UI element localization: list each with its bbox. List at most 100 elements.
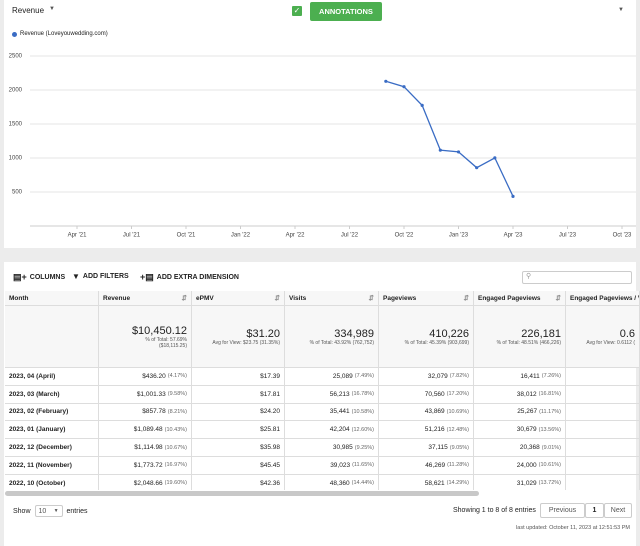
table-cell: 334,989% of Total: 43.92% (762,752) bbox=[285, 306, 379, 367]
columns-button[interactable]: ▤+ COLUMNS bbox=[13, 272, 66, 282]
cell-value: $857.78 bbox=[142, 408, 166, 416]
x-tick-label: Oct '21 bbox=[177, 233, 196, 239]
page-size-select[interactable]: 10 ▼ bbox=[34, 505, 63, 517]
dimension-button[interactable]: +▤ ADD EXTRA DIMENSION bbox=[140, 272, 239, 282]
column-header: Engaged Pageviews / V bbox=[570, 294, 640, 302]
annotations-button[interactable]: ANNOTATIONS bbox=[310, 2, 382, 21]
sort-icon: ⇵ bbox=[555, 295, 561, 302]
column-header: ePMV bbox=[196, 294, 214, 302]
table-row: 2023, 01 (January) $1,089.48 (10.43%) $25.8… bbox=[5, 421, 640, 440]
cell-value: 58,621 bbox=[424, 479, 445, 487]
cell-value: 24,000 bbox=[516, 461, 537, 469]
previous-button[interactable]: Previous bbox=[540, 503, 585, 518]
total-note: % of Total: 57.69% bbox=[145, 336, 187, 343]
point bbox=[438, 148, 442, 152]
table-row: 2023, 02 (February) $857.78 (8.21%) $24.20 3… bbox=[5, 403, 640, 422]
cell-percent: (11.17%) bbox=[539, 408, 561, 415]
filters-button[interactable]: ▼ ADD FILTERS bbox=[72, 272, 129, 281]
x-tick-label: Jan '23 bbox=[449, 233, 469, 239]
y-tick-label: 2000 bbox=[9, 88, 23, 94]
table-cell: Month bbox=[5, 291, 99, 305]
table-cell: 38,012 (16.81%) bbox=[474, 385, 566, 403]
cell-value: 32,079 bbox=[427, 372, 448, 380]
page-button[interactable]: 1 bbox=[585, 503, 604, 518]
table-cell: $857.78 (8.21%) bbox=[99, 403, 192, 421]
month-cell: 2022, 11 (November) bbox=[9, 461, 72, 469]
y-tick-label: 1500 bbox=[9, 122, 23, 128]
total-note: % of Total: 43.92% (762,752) bbox=[309, 339, 374, 346]
month-cell: 2023, 02 (February) bbox=[9, 408, 69, 416]
table-cell: 56,213 (16.78%) bbox=[285, 385, 379, 403]
cell-percent: (9.58%) bbox=[167, 391, 187, 398]
point bbox=[402, 85, 406, 89]
month-cell: 2023, 01 (January) bbox=[9, 426, 66, 434]
table-cell: 2022, 12 (December) bbox=[5, 439, 99, 456]
table-cell: 410,226% of Total: 45.39% (903,699) bbox=[379, 306, 474, 367]
next-button[interactable]: Next bbox=[604, 503, 632, 518]
scrollbar[interactable] bbox=[5, 491, 479, 496]
chart-menu[interactable]: ▼ bbox=[618, 7, 624, 13]
cell-value: 70,560 bbox=[424, 390, 445, 398]
x-tick-label: Jul '22 bbox=[341, 233, 359, 239]
column-header: Revenue bbox=[103, 294, 131, 302]
cell-percent: (7.49%) bbox=[354, 373, 374, 380]
table-cell: Pageviews ⇵ bbox=[379, 291, 474, 305]
cell-percent: (16.78%) bbox=[351, 391, 374, 398]
table-cell: 32,079 (7.82%) bbox=[379, 368, 474, 385]
table-cell: 48,360 (14.44%) bbox=[285, 474, 379, 490]
total-note: ($18,115.25) bbox=[159, 342, 187, 349]
column-header: Pageviews bbox=[383, 294, 417, 302]
cell-percent: (13.72%) bbox=[538, 480, 561, 487]
cell-percent: (14.44%) bbox=[351, 480, 374, 487]
total-value: $31.20 bbox=[246, 327, 280, 340]
cell-value: $45.45 bbox=[260, 461, 280, 469]
total-value: 334,989 bbox=[334, 327, 374, 340]
chart: 500 1000 1500 2000 2500 Apr '21 Jul '21 Oct '21… bbox=[9, 54, 636, 239]
cell-value: 16,411 bbox=[520, 372, 540, 380]
table-cell: Revenue ⇵ bbox=[99, 291, 192, 305]
cell-percent: (9.05%) bbox=[449, 444, 469, 451]
table-cell: 25,089 (7.49%) bbox=[285, 368, 379, 385]
annotations-checkbox[interactable]: ✓ bbox=[292, 6, 302, 16]
legend: Revenue (Loveyouwedding.com) bbox=[12, 31, 108, 37]
table-cell: Engaged Pageviews ⇵ bbox=[474, 291, 566, 305]
table-row: 2022, 11 (November) $1,773.72 (16.97%) $45.… bbox=[5, 457, 640, 475]
table-cell: 25,267 (11.17%) bbox=[474, 403, 566, 421]
legend-marker bbox=[12, 31, 17, 37]
total-value: 226,181 bbox=[521, 327, 561, 340]
series-line bbox=[385, 80, 514, 197]
cell-percent: (4.17%) bbox=[167, 373, 187, 380]
metric-select[interactable]: Revenue ▼ bbox=[12, 6, 55, 15]
point bbox=[384, 79, 388, 83]
cell-value: $17.81 bbox=[260, 390, 280, 398]
table-cell: 70,560 (17.20%) bbox=[379, 385, 474, 403]
table-cell: $1,001.33 (9.58%) bbox=[99, 385, 192, 403]
table-cell: Visits ⇵ bbox=[285, 291, 379, 305]
table-cell: $42.36 bbox=[192, 474, 285, 490]
cell-percent: (19.60%) bbox=[164, 480, 187, 487]
table-cell: $1,089.48 (10.43%) bbox=[99, 421, 192, 439]
x-tick-label: Oct '23 bbox=[613, 233, 632, 239]
cell-value: $1,773.72 bbox=[133, 461, 163, 469]
table-cell: 20,368 (9.01%) bbox=[474, 439, 566, 456]
page-size: Show 10 ▼ entries bbox=[13, 505, 88, 517]
table-cell: $45.45 bbox=[192, 457, 285, 474]
cell-value: $42.36 bbox=[260, 479, 280, 487]
table-cell: $35.98 bbox=[192, 439, 285, 456]
x-tick-label: Jul '23 bbox=[559, 233, 577, 239]
cell-value: 39,023 bbox=[330, 461, 351, 469]
table-cell: $17.81 bbox=[192, 385, 285, 403]
search-box[interactable]: ⚲ bbox=[522, 271, 632, 284]
x-tick-label: Jan '22 bbox=[231, 233, 251, 239]
total-note: Avg for View: $23.75 (31.35%) bbox=[212, 339, 280, 346]
column-header: Visits bbox=[289, 294, 307, 302]
cell-value: 48,360 bbox=[329, 479, 350, 487]
cell-percent: (9.25%) bbox=[354, 444, 374, 451]
cell-value: 30,985 bbox=[332, 444, 353, 452]
cell-value: 31,029 bbox=[516, 479, 537, 487]
point bbox=[493, 156, 497, 160]
cell-percent: (8.21%) bbox=[167, 408, 187, 415]
cell-value: $1,001.33 bbox=[136, 390, 166, 398]
table-row: 2023, 03 (March) $1,001.33 (9.58%) $17.81 56… bbox=[5, 385, 640, 404]
cell-value: 51,216 bbox=[424, 426, 445, 434]
